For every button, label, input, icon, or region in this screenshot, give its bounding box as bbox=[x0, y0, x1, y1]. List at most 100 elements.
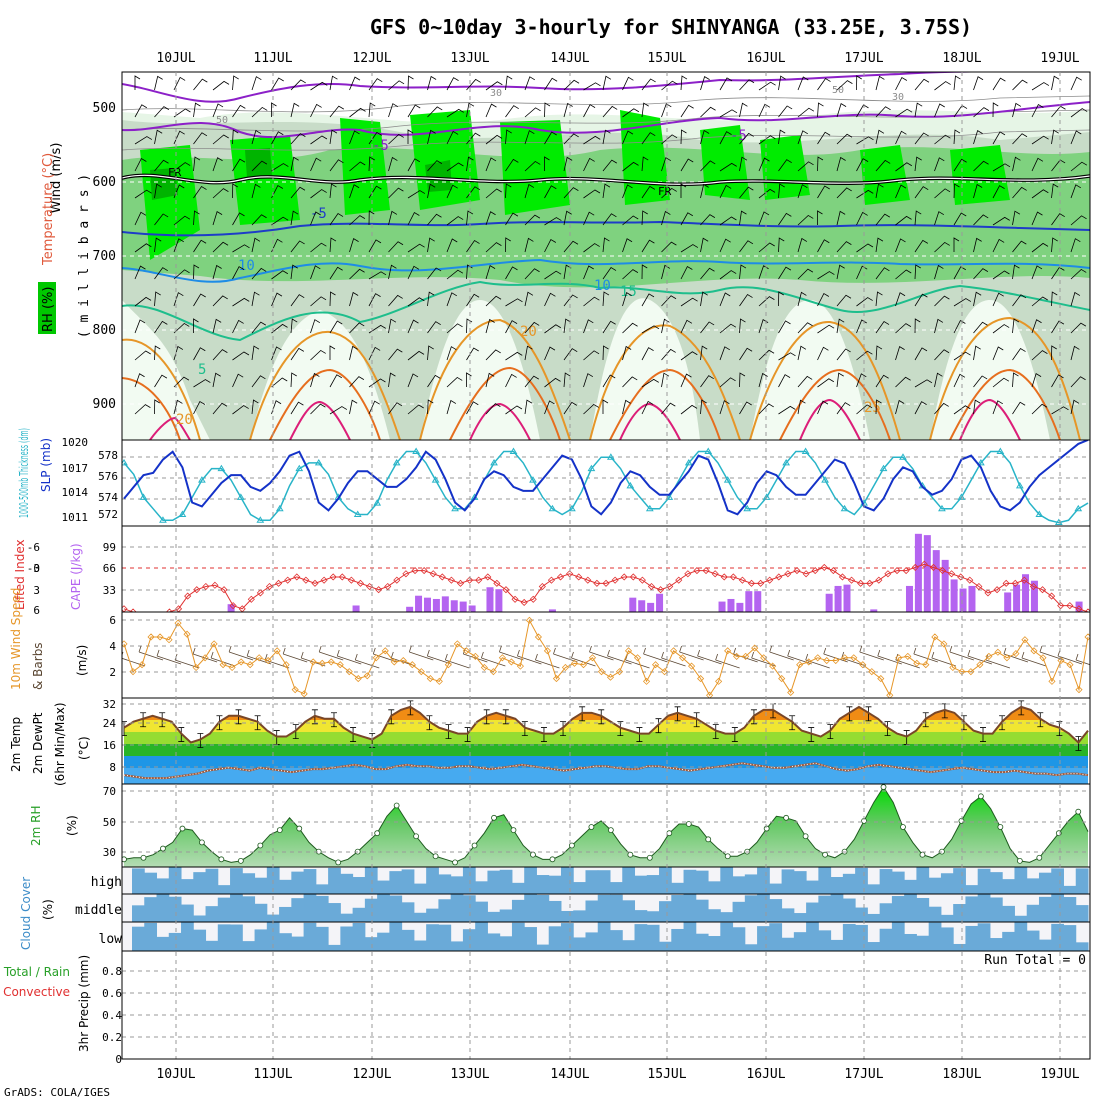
thickness-marker bbox=[665, 493, 674, 500]
wind-axis-label: Wind (m/s) bbox=[49, 143, 64, 214]
upper-wind-barb bbox=[895, 399, 905, 415]
cloud-bar bbox=[315, 895, 329, 922]
upper-wind-barb bbox=[466, 401, 479, 415]
upper-wind-barb bbox=[1091, 186, 1100, 198]
wind-speed-marker bbox=[615, 668, 624, 676]
cape-bar bbox=[968, 585, 976, 612]
upper-wind-barb bbox=[583, 189, 601, 199]
top-date-label: 14JUL bbox=[550, 51, 589, 66]
upper-wind-barb bbox=[992, 238, 1005, 253]
lifted-index-marker bbox=[729, 573, 737, 581]
thickness-marker bbox=[159, 516, 167, 523]
upper-wind-barb bbox=[544, 324, 562, 334]
cloud-bar bbox=[953, 904, 966, 922]
cloud-bar bbox=[695, 933, 709, 951]
upper-wind-barb bbox=[953, 183, 960, 199]
contour-label: 20 bbox=[176, 412, 193, 428]
upper-wind-barb bbox=[875, 237, 884, 253]
upper-wind-barb bbox=[271, 323, 288, 334]
upper-wind-barb bbox=[973, 345, 981, 361]
cloud-bar bbox=[389, 871, 403, 894]
thickness-marker bbox=[821, 476, 829, 483]
top-date-label: 11JUL bbox=[253, 51, 292, 66]
lifted-index-marker bbox=[229, 602, 237, 610]
upper-wind-barb bbox=[1091, 348, 1100, 360]
upper-wind-barb bbox=[700, 76, 710, 91]
cloud-bar bbox=[1026, 930, 1040, 951]
cloud-bar bbox=[720, 922, 734, 951]
cloud-bar bbox=[708, 881, 721, 894]
upper-wind-barb bbox=[875, 291, 883, 307]
upper-wind-barb bbox=[973, 76, 984, 91]
upper-wind-barb bbox=[1091, 240, 1100, 252]
upper-wind-barb bbox=[388, 318, 397, 334]
upper-wind-barb bbox=[934, 349, 950, 361]
cloud-bar bbox=[168, 867, 182, 894]
temp-whisker bbox=[560, 721, 567, 737]
upper-wind-barb bbox=[427, 291, 435, 307]
bottom-date-axis: 10JUL 11JUL 12JUL 13JUL 14JUL 15JUL 16JU… bbox=[156, 1067, 1079, 1082]
cape-bar bbox=[923, 535, 931, 612]
upper-wind-barb bbox=[349, 215, 366, 226]
top-date-label: 15JUL bbox=[647, 51, 686, 66]
top-date-label: 16JUL bbox=[746, 51, 785, 66]
upper-wind-barb bbox=[524, 237, 534, 253]
cloud-high-bars bbox=[132, 867, 1089, 894]
wind-speed-marker bbox=[228, 663, 236, 672]
contour-label: 50 bbox=[216, 115, 228, 126]
wind-speed-marker bbox=[688, 662, 696, 670]
cloud-bar bbox=[732, 927, 746, 951]
surface-wind-barb bbox=[444, 653, 470, 669]
surface-wind-barb bbox=[931, 651, 956, 667]
temp-whisker bbox=[426, 715, 433, 731]
cloud-bar bbox=[230, 868, 243, 894]
upper-wind-barb bbox=[329, 237, 337, 253]
cloud-bar bbox=[279, 879, 292, 894]
lifted-index-marker bbox=[802, 570, 810, 578]
wind-speed-marker bbox=[940, 640, 948, 648]
upper-wind-barb bbox=[232, 183, 238, 199]
surface-wind-barb bbox=[679, 645, 704, 661]
wind-speed-marker bbox=[651, 661, 660, 669]
upper-wind-barb bbox=[1051, 237, 1058, 253]
thickness-marker bbox=[801, 447, 810, 454]
lifted-index-marker bbox=[1038, 586, 1047, 594]
cloud-bar bbox=[205, 868, 219, 894]
cloud-bar bbox=[720, 867, 734, 894]
bottom-date-label: 11JUL bbox=[253, 1067, 292, 1082]
isotherm-5 bbox=[122, 220, 1090, 237]
upper-wind-barb bbox=[134, 211, 147, 226]
thickness-marker bbox=[957, 493, 966, 500]
rh-marker bbox=[198, 839, 205, 846]
cape-bar bbox=[459, 601, 467, 612]
surface-wind-barb bbox=[967, 649, 993, 665]
upper-wind-barb bbox=[583, 104, 596, 118]
upper-wind-barb bbox=[329, 105, 345, 118]
upper-wind-barb bbox=[1031, 157, 1044, 172]
lifted-index-marker bbox=[711, 570, 719, 578]
upper-wind-barb bbox=[641, 132, 656, 145]
cloud-bar bbox=[671, 895, 685, 922]
wind-speed-marker bbox=[282, 661, 290, 669]
temp-band-8 bbox=[124, 768, 1088, 784]
thickness-marker bbox=[295, 464, 304, 472]
wind-speed-marker bbox=[787, 688, 795, 697]
upper-wind-barb bbox=[856, 265, 868, 280]
upper-wind-barb bbox=[953, 158, 967, 172]
upper-wind-barb bbox=[388, 187, 404, 199]
upper-wind-barb bbox=[407, 190, 426, 199]
precip-tick: 0 bbox=[115, 1053, 122, 1066]
cloud-bar bbox=[793, 932, 807, 951]
upper-wind-barb bbox=[544, 238, 557, 253]
cloud-bar bbox=[989, 938, 1003, 951]
upper-wind-barb bbox=[310, 81, 328, 91]
upper-wind-barb bbox=[797, 322, 813, 334]
upper-wind-barb bbox=[388, 156, 398, 172]
upper-wind-barb bbox=[700, 291, 708, 307]
wind-speed-markers bbox=[122, 616, 1090, 698]
thickness-axis-label: 1000-500mb Thickness (dm) bbox=[17, 428, 31, 518]
temp-whisker bbox=[197, 733, 204, 748]
upper-wind-barb bbox=[1070, 161, 1088, 172]
cape-bar bbox=[745, 591, 753, 612]
upper-wind-barb bbox=[485, 318, 495, 334]
